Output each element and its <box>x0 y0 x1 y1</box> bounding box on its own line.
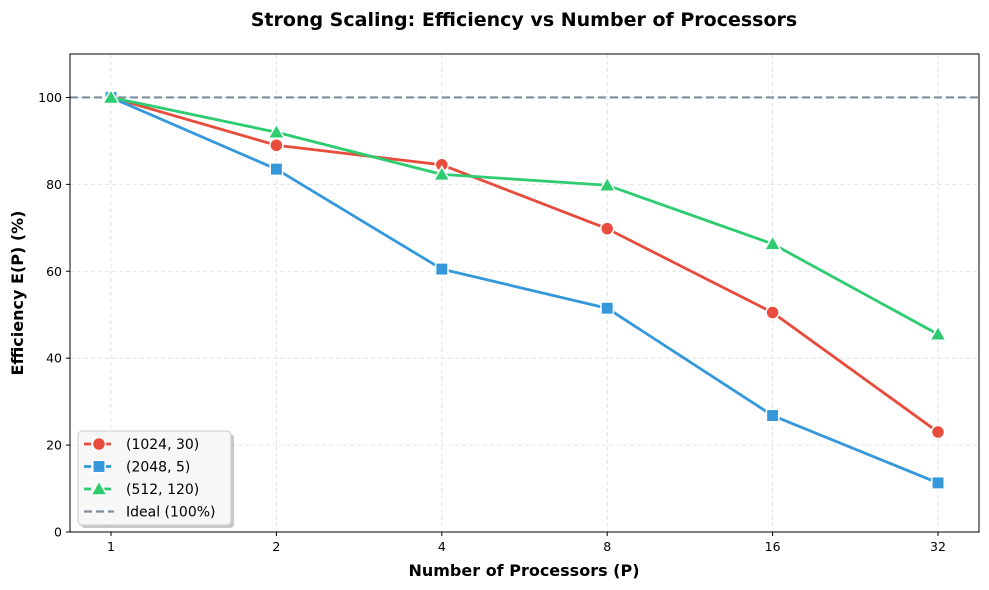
legend-marker <box>92 459 106 474</box>
y-tick-label: 100 <box>38 90 62 105</box>
data-point <box>931 475 945 490</box>
series-line <box>110 96 939 434</box>
series-1 <box>103 90 946 440</box>
data-point <box>600 301 615 316</box>
data-point <box>930 424 946 440</box>
series-layer <box>101 87 948 490</box>
x-tick-label: 32 <box>930 539 946 554</box>
y-tick-label: 40 <box>46 351 62 366</box>
series-3 <box>101 87 948 342</box>
legend-entry: Ideal (100%) <box>84 505 216 521</box>
legend-marker <box>91 436 107 452</box>
axis-ticks: 1 2 4 8 16 32 0 20 40 60 80 100 <box>38 90 946 554</box>
x-tick-label: 16 <box>765 539 781 554</box>
y-axis-label: Efficiency E(P) (%) <box>8 211 27 376</box>
series-2 <box>104 90 945 490</box>
legend-entry: (1024, 30) <box>84 436 199 453</box>
x-axis-label: Number of Processors (P) <box>408 561 639 580</box>
legend-box <box>77 430 232 526</box>
y-tick-label: 20 <box>46 438 62 453</box>
data-point <box>269 138 284 153</box>
chart-title: Strong Scaling: Efficiency vs Number of … <box>251 9 797 31</box>
data-point <box>432 164 452 182</box>
data-point <box>267 122 286 139</box>
legend-label: (512, 120) <box>126 482 199 498</box>
data-point <box>765 305 780 320</box>
y-tick-label: 0 <box>54 525 62 540</box>
y-tick-label: 80 <box>46 177 62 192</box>
x-tick-label: 1 <box>107 539 115 554</box>
data-point <box>101 87 121 105</box>
x-tick-label: 2 <box>272 539 280 554</box>
series-line <box>110 96 939 336</box>
data-point <box>765 408 780 423</box>
legend-marker <box>89 479 109 496</box>
data-point <box>928 324 948 342</box>
data-point <box>269 162 284 177</box>
x-tick-label: 8 <box>603 539 611 554</box>
data-point <box>434 262 449 277</box>
y-tick-label: 60 <box>46 264 62 279</box>
data-point <box>599 221 615 236</box>
data-point <box>597 175 617 192</box>
data-point <box>763 234 782 251</box>
x-tick-label: 4 <box>438 539 446 554</box>
legend-label: Ideal (100%) <box>126 505 216 521</box>
legend: (1024, 30) (2048, 5) (512, 120) Ideal (100%… <box>77 430 234 528</box>
legend-label: (1024, 30) <box>126 437 199 453</box>
legend-entry: (2048, 5) <box>84 460 190 476</box>
plot-frame <box>69 53 980 533</box>
series-line <box>110 96 939 485</box>
legend-label: (2048, 5) <box>126 460 190 476</box>
legend-entry: (512, 120) <box>84 479 199 498</box>
